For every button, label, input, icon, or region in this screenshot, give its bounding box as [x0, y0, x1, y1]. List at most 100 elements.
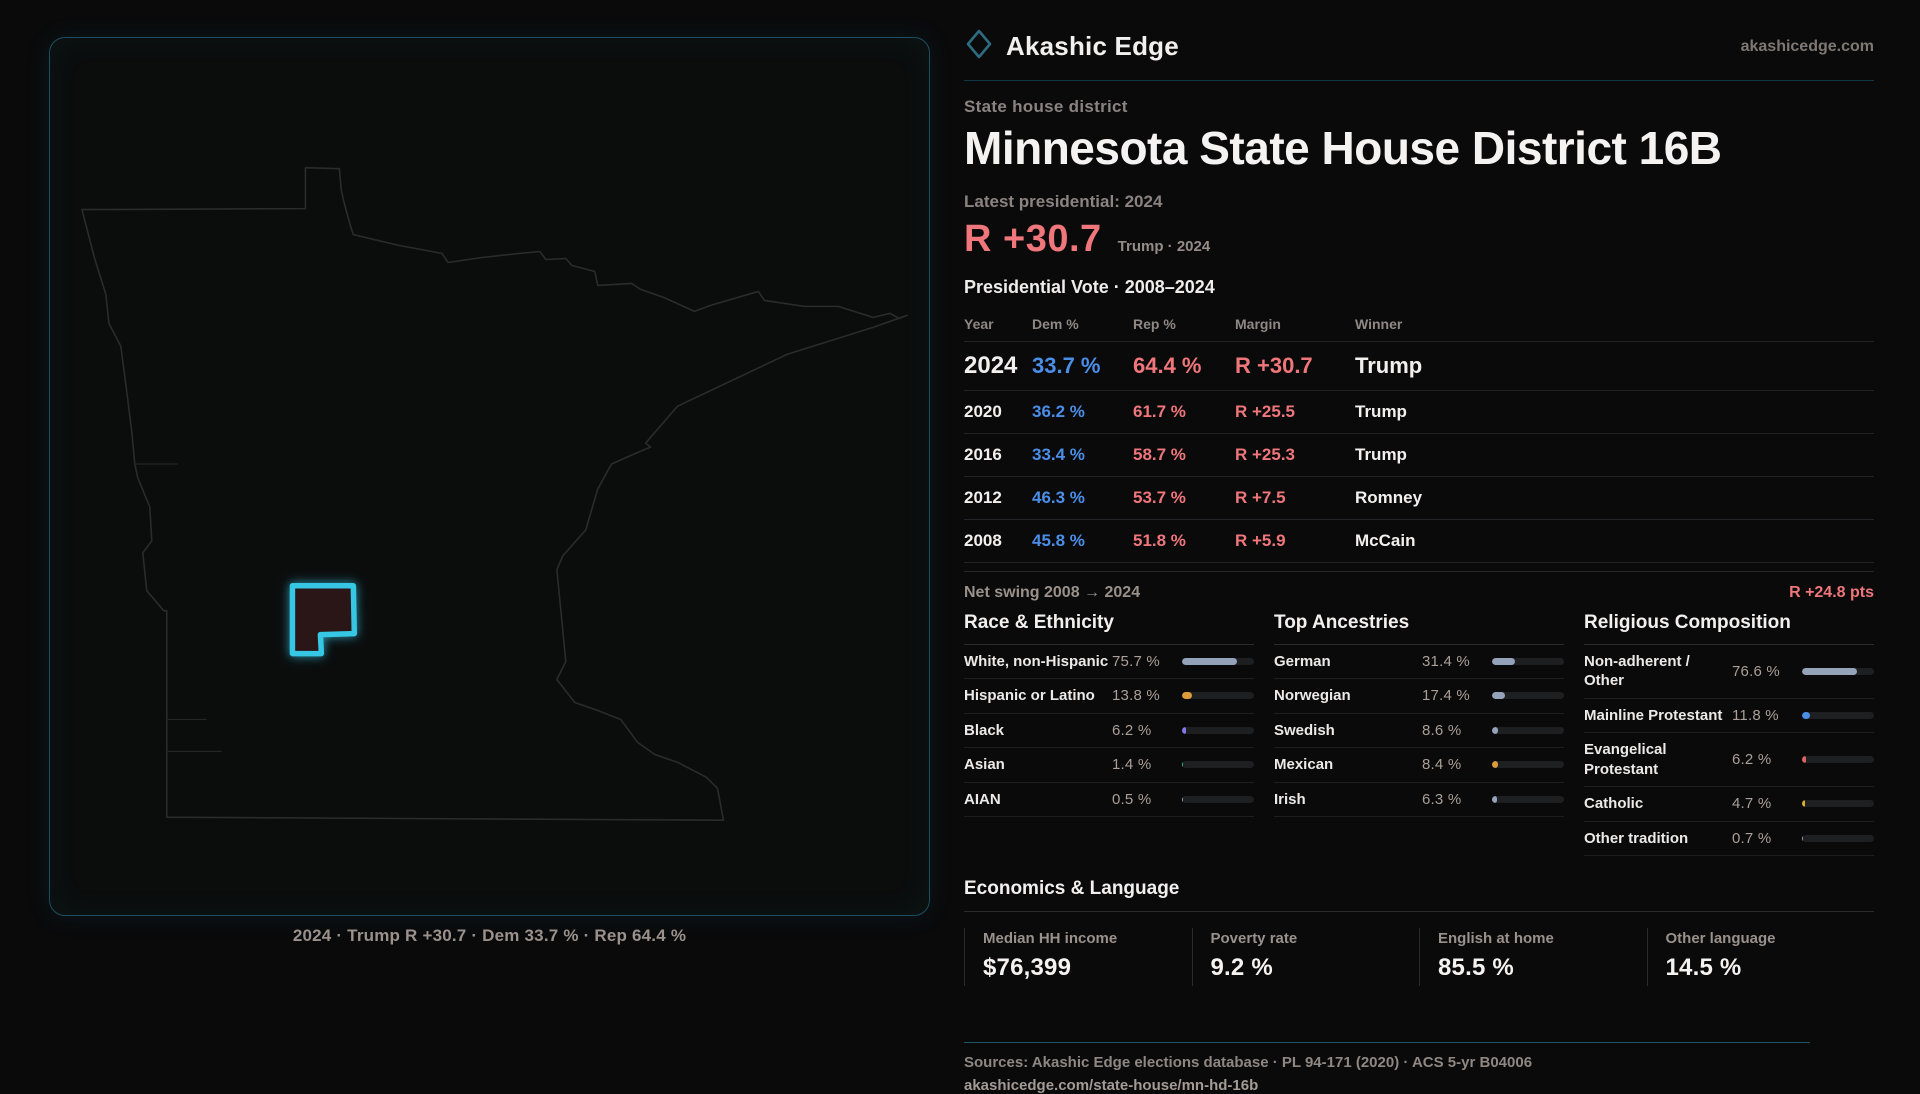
religious-composition-column: Religious Composition Non-adherent / Oth… [1584, 612, 1874, 857]
cell-year: 2012 [964, 488, 1032, 508]
col-header-rep: Rep % [1133, 316, 1235, 332]
bar-track [1492, 658, 1564, 665]
minnesota-map [50, 38, 929, 915]
stat-card-english-at-home: English at home 85.5 % [1419, 928, 1647, 986]
cell-rep: 51.8 % [1133, 531, 1235, 551]
cell-dem: 36.2 % [1032, 402, 1133, 422]
bar-fill [1492, 727, 1498, 734]
demo-label: Evangelical Protestant [1584, 740, 1732, 779]
list-item: AIAN 0.5 % [964, 783, 1254, 818]
col-header-year: Year [964, 316, 1032, 332]
eyebrow-label: State house district [964, 97, 1874, 117]
demo-label: Asian [964, 755, 1112, 775]
col-header-dem: Dem % [1032, 316, 1133, 332]
demo-value: 17.4 % [1422, 687, 1492, 704]
demo-value: 6.2 % [1112, 722, 1182, 739]
bar-track [1182, 692, 1254, 699]
cell-rep: 58.7 % [1133, 445, 1235, 465]
bar-track [1492, 761, 1564, 768]
list-item: German 31.4 % [1274, 645, 1564, 680]
bar-fill [1492, 692, 1505, 699]
demo-value: 0.5 % [1112, 791, 1182, 808]
cell-winner: Trump [1355, 445, 1874, 465]
stat-value: 14.5 % [1666, 954, 1875, 982]
stat-label: Median HH income [983, 930, 1192, 947]
cell-margin: R +25.3 [1235, 445, 1355, 465]
headline-margin-context: Trump · 2024 [1118, 238, 1211, 255]
demo-label: Swedish [1274, 721, 1422, 741]
list-item: Irish 6.3 % [1274, 783, 1564, 818]
list-item: Other tradition 0.7 % [1584, 822, 1874, 857]
cell-year: 2008 [964, 531, 1032, 551]
cell-dem: 33.4 % [1032, 445, 1133, 465]
list-item: Catholic 4.7 % [1584, 787, 1874, 822]
demo-value: 6.2 % [1732, 751, 1802, 768]
cell-margin: R +7.5 [1235, 488, 1355, 508]
demo-label: German [1274, 652, 1422, 672]
list-item: Swedish 8.6 % [1274, 714, 1564, 749]
headline-margin: R +30.7 Trump · 2024 [964, 218, 1874, 261]
bar-fill [1182, 658, 1237, 665]
demo-label: Other tradition [1584, 829, 1732, 849]
cell-rep: 61.7 % [1133, 402, 1235, 422]
map-caption: 2024 · Trump R +30.7 · Dem 33.7 % · Rep … [49, 926, 930, 946]
cell-dem: 46.3 % [1032, 488, 1133, 508]
list-item: Hispanic or Latino 13.8 % [964, 679, 1254, 714]
footer-divider [964, 1042, 1810, 1043]
stat-value: $76,399 [983, 954, 1192, 982]
bar-track [1182, 658, 1254, 665]
demo-value: 11.8 % [1732, 707, 1802, 724]
table-row: 2024 33.7 % 64.4 % R +30.7 Trump [964, 342, 1874, 391]
net-swing-label: Net swing 2008 → 2024 [964, 584, 1140, 602]
bar-fill [1182, 692, 1192, 699]
stat-card-poverty-rate: Poverty rate 9.2 % [1192, 928, 1420, 986]
bar-fill [1492, 796, 1497, 803]
stat-card-median-income: Median HH income $76,399 [964, 928, 1192, 986]
section-title: Top Ancestries [1274, 612, 1564, 645]
district-16b-shape[interactable] [292, 586, 354, 654]
bar-track [1492, 796, 1564, 803]
demo-label: Black [964, 721, 1112, 741]
demo-label: AIAN [964, 790, 1112, 810]
state-outline [82, 168, 907, 821]
table-row: 2008 45.8 % 51.8 % R +5.9 McCain [964, 520, 1874, 563]
stat-label: English at home [1438, 930, 1647, 947]
demo-value: 31.4 % [1422, 653, 1492, 670]
stat-value: 9.2 % [1211, 954, 1420, 982]
demo-value: 0.7 % [1732, 830, 1802, 847]
demo-value: 13.8 % [1112, 687, 1182, 704]
economics-section-title: Economics & Language [964, 878, 1874, 912]
bar-track [1182, 727, 1254, 734]
bar-track [1182, 761, 1254, 768]
bar-fill [1802, 800, 1805, 807]
stat-card-other-language: Other language 14.5 % [1647, 928, 1875, 986]
list-item: Asian 1.4 % [964, 748, 1254, 783]
list-item: Norwegian 17.4 % [1274, 679, 1564, 714]
bar-track [1492, 692, 1564, 699]
cell-margin: R +5.9 [1235, 531, 1355, 551]
top-ancestries-column: Top Ancestries German 31.4 % Norwegian 1… [1274, 612, 1564, 818]
cell-dem: 33.7 % [1032, 353, 1133, 379]
bar-track [1182, 796, 1254, 803]
section-title: Religious Composition [1584, 612, 1874, 645]
bar-track [1802, 800, 1874, 807]
list-item: White, non-Hispanic 75.7 % [964, 645, 1254, 680]
cell-winner: Trump [1355, 353, 1874, 379]
cell-winner: Romney [1355, 488, 1874, 508]
bar-track [1802, 756, 1874, 763]
latest-presidential-label: Latest presidential: 2024 [964, 192, 1874, 212]
cell-winner: Trump [1355, 402, 1874, 422]
table-row: 2012 46.3 % 53.7 % R +7.5 Romney [964, 477, 1874, 520]
brand-name: Akashic Edge [1006, 31, 1179, 62]
demo-label: Mainline Protestant [1584, 706, 1732, 726]
bar-fill [1182, 761, 1183, 768]
cell-year: 2024 [964, 352, 1032, 380]
bar-fill [1182, 727, 1186, 734]
brand-domain-link[interactable]: akashicedge.com [1741, 38, 1874, 56]
cell-rep: 53.7 % [1133, 488, 1235, 508]
demo-label: Catholic [1584, 794, 1732, 814]
col-header-margin: Margin [1235, 316, 1355, 332]
demo-value: 8.4 % [1422, 756, 1492, 773]
list-item: Non-adherent / Other 76.6 % [1584, 645, 1874, 699]
cell-year: 2016 [964, 445, 1032, 465]
